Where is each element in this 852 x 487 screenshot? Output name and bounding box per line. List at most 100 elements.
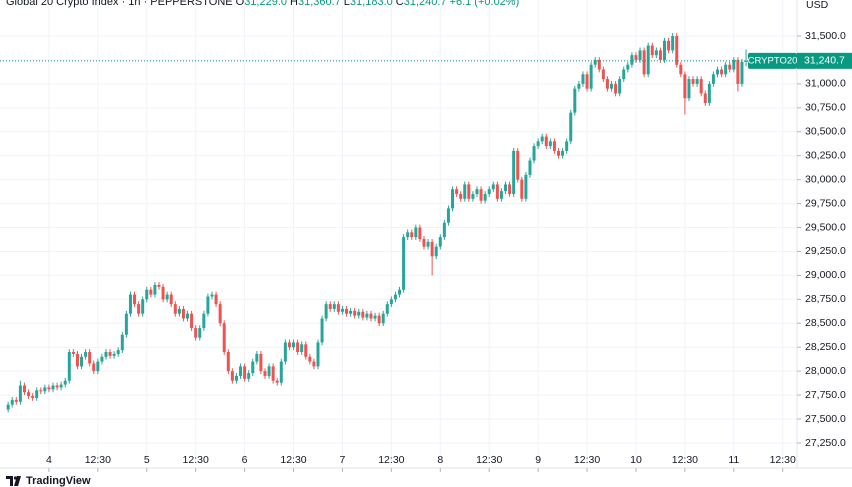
candle-body [585, 74, 589, 89]
candle-body [128, 294, 132, 314]
candle-body [239, 366, 243, 376]
candle-body [296, 342, 300, 353]
candle-body [483, 194, 487, 201]
candle-body [332, 304, 336, 309]
candle-body [581, 74, 585, 84]
candle-body [161, 286, 165, 300]
candle-body [736, 59, 740, 84]
candle-body [336, 304, 340, 312]
candle-body [365, 313, 369, 318]
candle-body [71, 352, 75, 354]
y-tick-label: 31,000.0 [805, 78, 846, 90]
candle-body [27, 392, 31, 397]
candle-body [381, 313, 385, 324]
candle-body [393, 294, 397, 300]
ohlc-label: O31,229.0 [236, 0, 287, 8]
candle-body [720, 69, 724, 75]
candle-body [385, 304, 389, 314]
candle-body [642, 50, 646, 75]
candle-body [398, 289, 402, 295]
candle-body [80, 356, 84, 367]
x-tick-label: 12:30 [770, 454, 796, 466]
candle-body [96, 361, 100, 372]
candle-body [206, 296, 210, 314]
candle-body [610, 83, 614, 89]
logo[interactable]: TradingView [6, 475, 91, 487]
candle-body [663, 40, 667, 60]
candle-body [544, 136, 548, 147]
candle-body [418, 227, 422, 240]
x-tick-label: 5 [144, 454, 150, 466]
x-tick-label: 12:30 [85, 454, 111, 466]
candle-body [402, 237, 406, 290]
ohlc-label: H31,360.7 [290, 0, 341, 8]
candle-body [357, 311, 361, 316]
symbol-label-bg [748, 52, 797, 69]
candle-body [251, 361, 255, 374]
logo-text: TradingView [26, 475, 91, 487]
candle-body [255, 353, 259, 362]
candle-body [540, 136, 544, 142]
candle-body [124, 313, 128, 335]
candle-body [55, 385, 59, 388]
candle-body [198, 328, 202, 338]
c-label: C [395, 0, 404, 8]
x-tick-label: 9 [535, 454, 541, 466]
candle-body [569, 112, 573, 142]
candle-body [495, 184, 499, 199]
candle-body [561, 150, 565, 156]
candle-body [63, 380, 67, 385]
candle-body [499, 191, 503, 199]
candle-body [622, 69, 626, 80]
candle-body [312, 361, 316, 367]
candle-body [646, 45, 650, 75]
y-tick-label: 27,750.0 [805, 389, 846, 401]
candle-body [552, 141, 556, 151]
y-tick-label: 29,250.0 [805, 245, 846, 257]
candle-body [283, 342, 287, 362]
candles [6, 33, 748, 413]
candle-body [455, 189, 459, 195]
candle-body [320, 318, 324, 343]
candle-body [22, 385, 26, 393]
candle-body [716, 69, 720, 75]
x-tick-label: 8 [437, 454, 443, 466]
candle-body [14, 399, 18, 402]
candle-body [263, 371, 267, 376]
candle-body [548, 141, 552, 147]
candle-body [157, 284, 161, 287]
candle-body [43, 387, 47, 392]
y-tick-label: 30,000.0 [805, 173, 846, 185]
candle-body [328, 304, 332, 309]
candle-body [707, 83, 711, 104]
x-tick-label: 12:30 [672, 454, 698, 466]
candle-body [536, 141, 540, 147]
candle-body [479, 189, 483, 201]
candle-body [120, 334, 124, 351]
candle-body [573, 88, 577, 113]
x-tick-label: 7 [340, 454, 346, 466]
y-tick-label: 30,500.0 [805, 126, 846, 138]
candle-body [243, 366, 247, 379]
candle-body [35, 390, 39, 398]
candle-body [100, 356, 104, 362]
candle-body [271, 366, 275, 381]
x-tick-label: 10 [630, 454, 642, 466]
candle-body [300, 344, 304, 353]
candle-body [451, 189, 455, 209]
x-tick-label: 6 [242, 454, 248, 466]
candle-body [153, 284, 157, 295]
candle-body [292, 342, 296, 348]
candle-body [145, 289, 149, 300]
candle-body [744, 60, 748, 62]
candle-body [353, 310, 357, 316]
candle-body [133, 294, 137, 305]
candle-body [601, 69, 605, 80]
candle-body [112, 353, 116, 356]
candle-body [695, 79, 699, 84]
candle-body [728, 64, 732, 70]
candle-body [593, 59, 597, 65]
candle-body [487, 189, 491, 195]
y-tick-label: 28,250.0 [805, 341, 846, 353]
y-tick-label: 29,000.0 [805, 269, 846, 281]
